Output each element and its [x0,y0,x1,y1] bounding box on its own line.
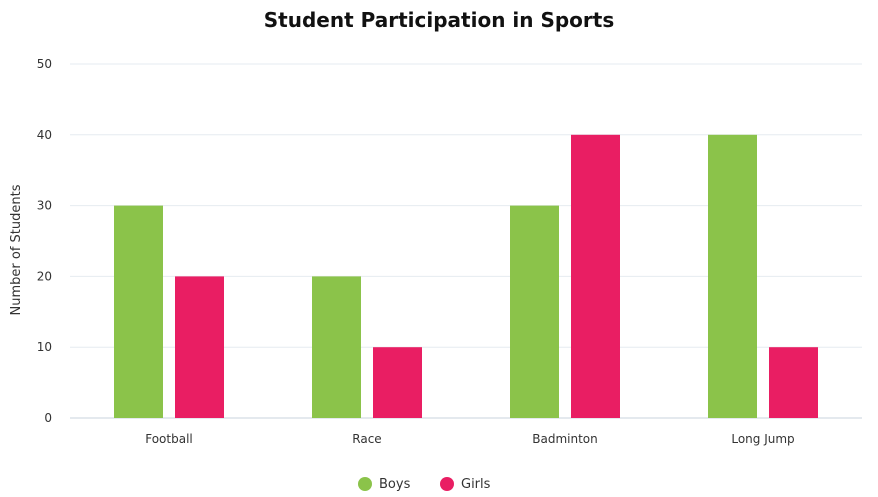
x-axis-ticks: Football Race Badminton Long Jump [145,432,794,446]
y-tick-label: 20 [37,269,52,283]
legend-label-boys: Boys [379,477,411,492]
bar-girls-race [373,347,422,418]
x-tick-label: Long Jump [731,432,794,446]
bar-boys-long-jump [708,134,757,419]
legend: Boys Girls [358,477,491,492]
y-axis-ticks: 0 10 20 30 40 50 [37,57,52,425]
legend-swatch-girls [440,477,454,491]
bar-girls-long-jump [769,347,818,418]
y-tick-label: 0 [44,411,52,425]
legend-swatch-boys [358,477,372,491]
y-tick-label: 50 [37,57,52,71]
x-tick-label: Race [352,432,381,446]
bar-girls-football [175,276,224,418]
x-tick-label: Football [145,432,193,446]
bars [114,134,818,419]
chart-title: Student Participation in Sports [263,8,615,32]
y-tick-label: 10 [37,340,52,354]
bar-boys-football [114,205,163,418]
bar-boys-badminton [510,205,559,418]
legend-label-girls: Girls [461,477,491,492]
y-tick-label: 40 [37,128,52,142]
y-tick-label: 30 [37,199,52,213]
bar-girls-badminton [571,134,620,419]
x-tick-label: Badminton [532,432,597,446]
y-axis-title: Number of Students [9,184,24,315]
bar-boys-race [312,276,361,418]
